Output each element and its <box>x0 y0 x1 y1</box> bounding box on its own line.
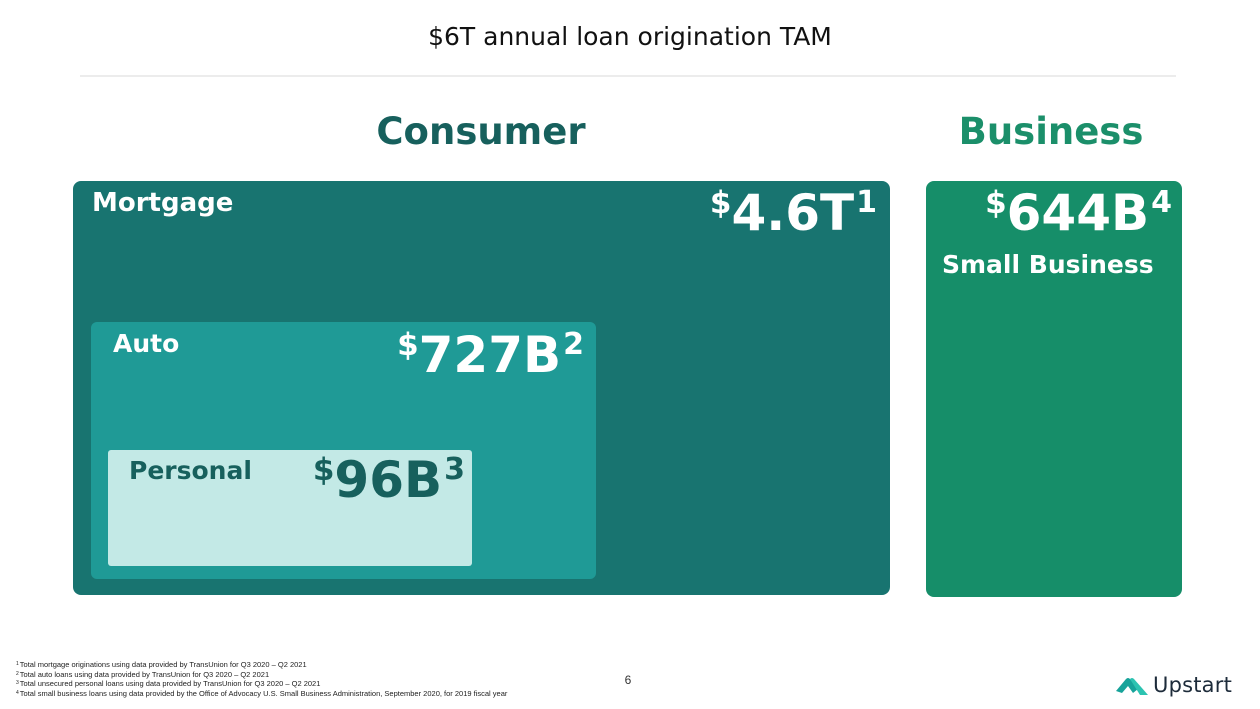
mortgage-value: $4.6T1 <box>709 185 877 239</box>
page-number: 6 <box>624 673 632 687</box>
footnote-number: 1 <box>16 661 19 667</box>
personal-amount: 96B <box>334 451 443 510</box>
footnote-text: Total mortgage originations using data p… <box>19 660 307 669</box>
small-business-amount: 644B <box>1006 184 1150 243</box>
mortgage-label: Mortgage <box>92 188 234 218</box>
footnote-text: Total unsecured personal loans using dat… <box>19 679 321 689</box>
small-business-box <box>926 181 1182 597</box>
auto-label: Auto <box>113 329 180 358</box>
auto-value: $727B2 <box>397 327 584 381</box>
small-business-value: $644B4 <box>985 185 1172 239</box>
footnote: 2Total auto loans using data provided by… <box>16 670 507 680</box>
footnote: 1Total mortgage originations using data … <box>16 660 507 670</box>
footnote-number: 4 <box>16 689 19 696</box>
footnote-number: 3 <box>16 680 19 687</box>
small-business-footnote-ref: 4 <box>1151 185 1172 221</box>
footnotes: 1Total mortgage originations using data … <box>16 660 507 698</box>
personal-footnote-ref: 3 <box>444 452 465 488</box>
footnote: 3Total unsecured personal loans using da… <box>16 679 507 689</box>
business-heading: Business <box>958 110 1144 153</box>
auto-footnote-ref: 2 <box>563 327 584 363</box>
footnote-text: Total auto loans using data provided by … <box>19 669 270 679</box>
personal-value: $96B3 <box>312 452 465 506</box>
small-business-currency: $ <box>985 185 1007 221</box>
personal-box <box>108 450 472 566</box>
brand-name: Upstart <box>1153 673 1233 697</box>
personal-currency: $ <box>312 452 335 488</box>
footnote-text: Total small business loans using data pr… <box>19 688 508 698</box>
auto-amount: 727B <box>418 326 562 385</box>
mortgage-amount: 4.6T <box>731 184 855 243</box>
consumer-heading: Consumer <box>376 110 586 153</box>
upstart-logo-icon <box>1116 678 1148 695</box>
footnote: 4Total small business loans using data p… <box>16 689 507 699</box>
auto-currency: $ <box>397 327 419 363</box>
footnote-number: 2 <box>16 670 19 677</box>
upstart-logo: Upstart <box>1114 673 1232 697</box>
small-business-label: Small Business <box>942 250 1154 279</box>
personal-label: Personal <box>129 456 252 485</box>
page-title: $6T annual loan origination TAM <box>428 22 832 51</box>
title-divider <box>80 75 1176 77</box>
mortgage-footnote-ref: 1 <box>856 185 877 221</box>
mortgage-currency: $ <box>709 185 732 221</box>
